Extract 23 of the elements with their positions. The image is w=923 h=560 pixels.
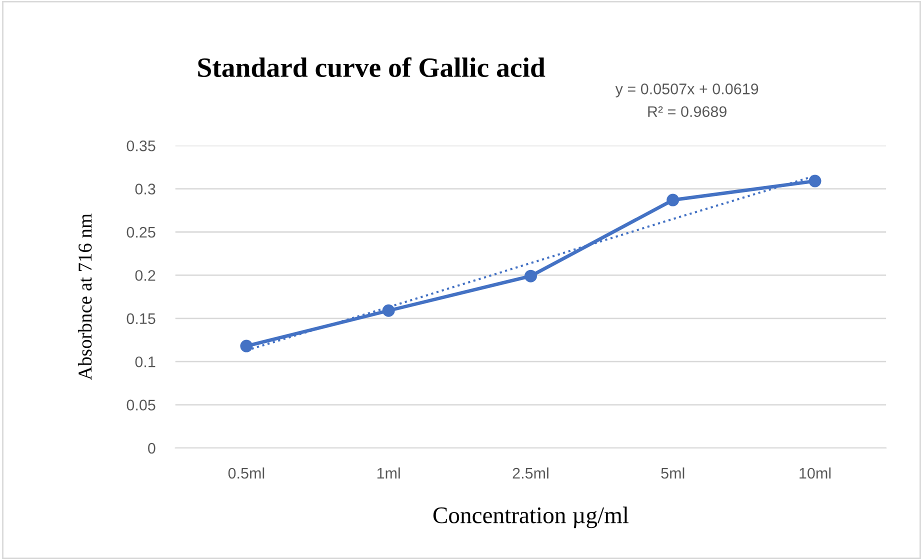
- text: R² = 0.9689: [648, 106, 726, 118]
- y-tick-label: 0.35: [126, 140, 156, 152]
- point: [808, 174, 822, 188]
- x-tick-label: 2.5ml: [512, 467, 548, 479]
- x-tick-label: 10ml: [800, 467, 831, 479]
- y-tick-label: 0: [148, 442, 156, 454]
- y-tick-label: 0.1: [135, 356, 156, 368]
- y-tick-label: 0.15: [126, 313, 156, 324]
- x-tick-label: 0.5ml: [228, 467, 264, 479]
- point: [666, 194, 680, 206]
- point: [524, 270, 537, 282]
- y-tick-label: 0.2: [135, 270, 156, 281]
- y-tick-label: 0.05: [126, 400, 156, 410]
- point: [382, 304, 395, 317]
- y-tick-label: 0.3: [135, 184, 156, 194]
- y-tick-label: 0.25: [126, 226, 156, 238]
- x-tick-label: 1ml: [377, 467, 400, 479]
- chart-title: Standard curve of Gallic acid: [198, 57, 546, 78]
- point: [240, 340, 253, 352]
- text: y = 0.0507x + 0.0619: [615, 84, 758, 98]
- x-axis-title: Concentration µg/ml: [433, 506, 629, 528]
- y-axis-title: Absorbnce at 716 nm: [78, 214, 92, 380]
- x-tick-label: 5ml: [661, 467, 684, 479]
